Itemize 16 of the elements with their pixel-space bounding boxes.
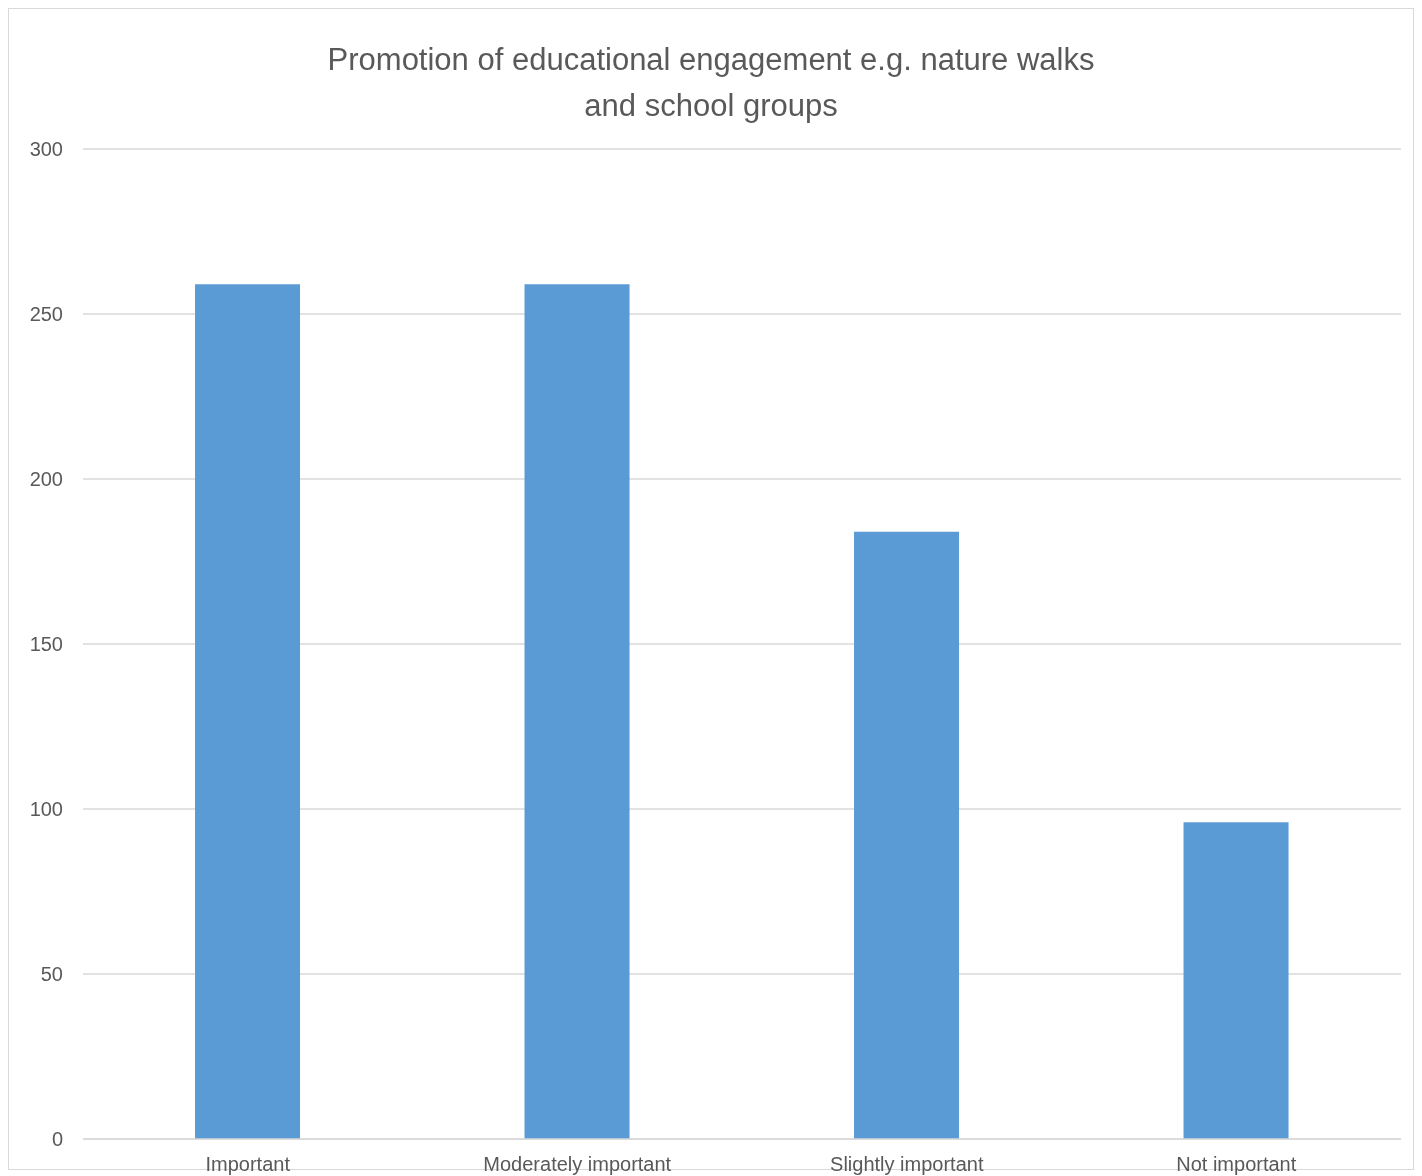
y-tick-label: 50 [40, 963, 63, 986]
y-tick-label: 250 [29, 303, 63, 326]
y-tick-label: 100 [29, 798, 63, 821]
x-tick-label: Not important [1176, 1153, 1297, 1176]
bar [195, 284, 301, 1139]
bar [1183, 822, 1289, 1139]
x-tick-label: Slightly important [830, 1153, 984, 1176]
y-tick-label: 0 [51, 1128, 63, 1151]
y-tick-label: 150 [29, 633, 63, 656]
x-tick-label: Important [205, 1153, 291, 1176]
x-tick-label: Moderately important [483, 1153, 672, 1176]
bar [854, 531, 960, 1139]
y-tick-label: 200 [29, 468, 63, 491]
bar [524, 284, 630, 1139]
y-tick-label: 300 [29, 138, 63, 161]
chart-title: Promotion of educational engagement e.g. nature walks and school groups [326, 41, 1096, 125]
